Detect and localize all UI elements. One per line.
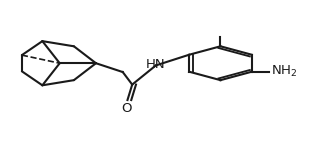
Text: NH$_2$: NH$_2$ — [271, 64, 297, 79]
Text: O: O — [121, 102, 132, 115]
Text: HN: HN — [146, 58, 166, 71]
